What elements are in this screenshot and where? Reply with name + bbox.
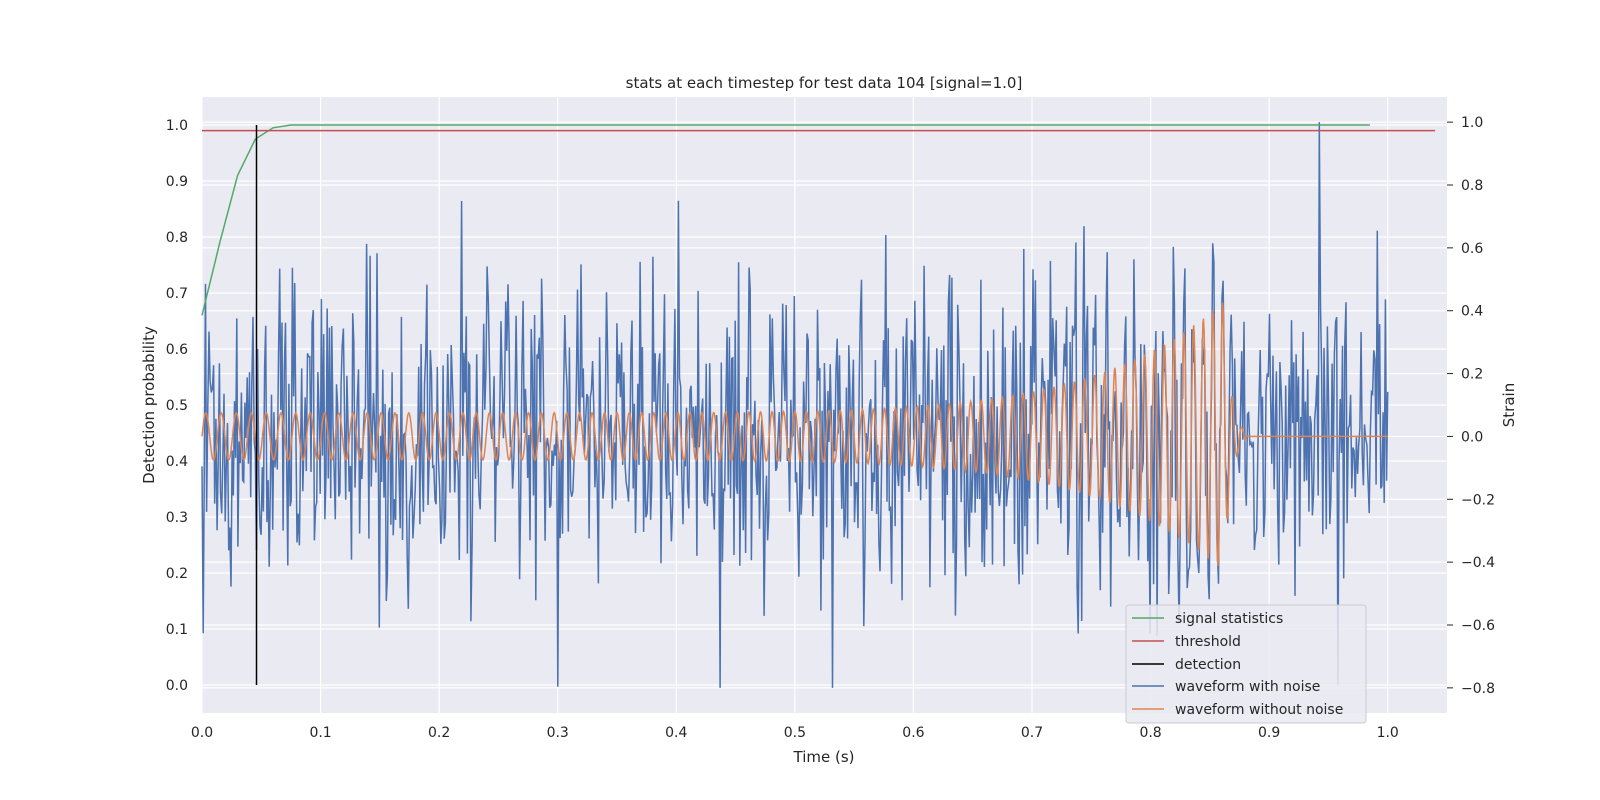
series-layer <box>201 122 1436 688</box>
x-tick-label: 0.5 <box>784 725 806 741</box>
x-tick-label: 0.1 <box>309 725 331 741</box>
x-tick-label: 0.8 <box>1139 725 1161 741</box>
series-waveform-with-noise <box>201 122 1389 688</box>
legend-label-waveform-with-noise: waveform with noise <box>1175 679 1320 695</box>
x-tick-label: 0.6 <box>902 725 924 741</box>
y-axis-label: Detection probability <box>140 326 158 484</box>
y2-tick-label: −0.8 <box>1461 681 1495 697</box>
y-tick-label: 0.2 <box>166 566 188 582</box>
y-tick-label: 0.0 <box>166 678 188 694</box>
y-tick-label: 0.3 <box>166 510 188 526</box>
x-tick-label: 0.4 <box>665 725 687 741</box>
y2-tick-label: 1.0 <box>1461 115 1483 131</box>
y2-axis-label: Strain <box>1500 383 1518 427</box>
chart-title: stats at each timestep for test data 104… <box>626 74 1023 92</box>
y2-tick-label: 0.4 <box>1461 304 1483 320</box>
ticks-layer: 0.0 0.1 0.2 0.3 0.4 0.5 0.6 0.7 0.8 0.9 1.0 0.0 0.1 0… <box>166 115 1495 741</box>
y2-tick-label: 0.6 <box>1461 241 1483 257</box>
x-tick-label: 0.0 <box>191 725 213 741</box>
y-tick-label: 0.4 <box>166 454 188 470</box>
x-tick-label: 0.9 <box>1258 725 1280 741</box>
x-tick-label: 0.2 <box>428 725 450 741</box>
series-signal-statistics <box>201 124 1370 316</box>
legend-label-threshold: threshold <box>1175 634 1241 650</box>
y-tick-label: 0.5 <box>166 398 188 414</box>
y2-tick-label: 0.2 <box>1461 367 1483 383</box>
y2-tick-label: 0.8 <box>1461 178 1483 194</box>
y2-tick-label: 0.0 <box>1461 429 1483 445</box>
y-tick-label: 0.6 <box>166 342 188 358</box>
y-tick-label: 0.1 <box>166 622 188 638</box>
y-tick-label: 0.9 <box>166 174 188 190</box>
legend-label-signal-statistics: signal statistics <box>1175 611 1283 627</box>
legend-frame <box>1125 604 1367 724</box>
x-tick-label: 0.3 <box>547 725 569 741</box>
x-tick-label: 0.7 <box>1021 725 1043 741</box>
y2-tick-label: −0.2 <box>1461 492 1495 508</box>
y2-tick-label: −0.6 <box>1461 618 1495 634</box>
x-tick-label: 1.0 <box>1377 725 1399 741</box>
x-axis-label: Time (s) <box>793 748 855 766</box>
y-tick-label: 1.0 <box>166 118 188 134</box>
y2-tick-label: −0.4 <box>1461 555 1495 571</box>
legend: signal statistics threshold detection wa… <box>1125 604 1367 724</box>
legend-label-detection: detection <box>1175 657 1241 673</box>
series-waveform-without-noise <box>201 302 1388 566</box>
y-tick-label: 0.8 <box>166 230 188 246</box>
legend-label-waveform-without-noise: waveform without noise <box>1175 702 1343 718</box>
y-tick-label: 0.7 <box>166 286 188 302</box>
